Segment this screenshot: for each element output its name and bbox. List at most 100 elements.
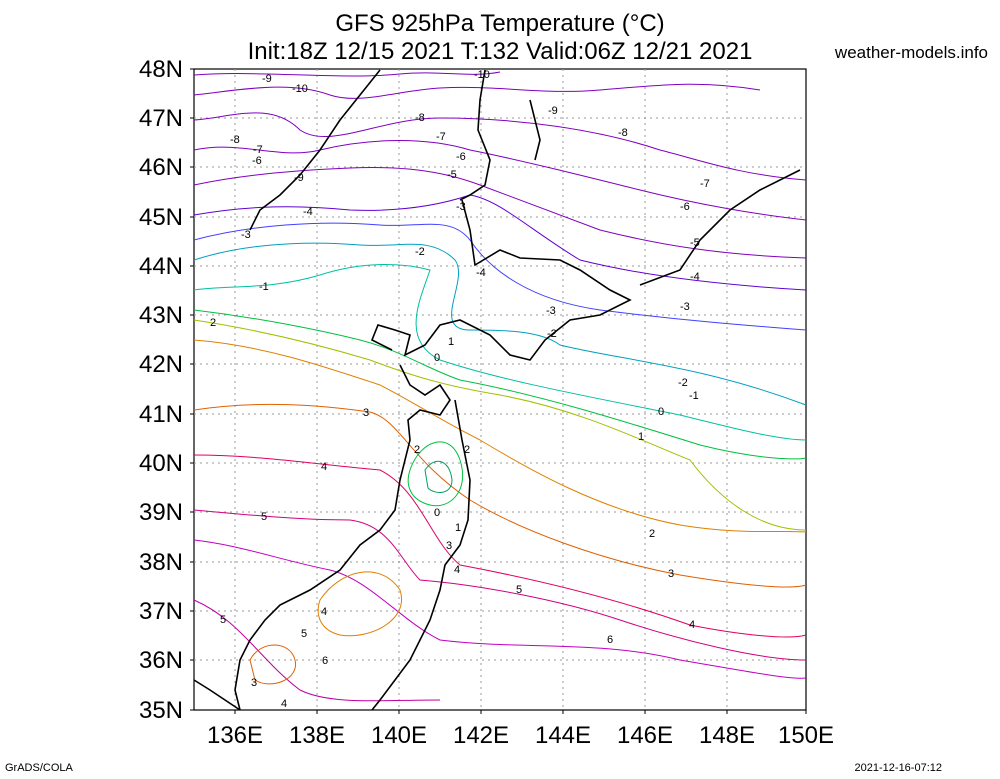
- contour-line: [193, 309, 807, 460]
- lat-label: 45N: [138, 204, 183, 231]
- contour-label: -8: [618, 127, 628, 139]
- contour-line: [193, 71, 501, 77]
- contour-label: 1: [638, 431, 644, 443]
- contour-label: -9: [262, 73, 272, 85]
- contour-line: [407, 441, 464, 507]
- contour-label: 1: [448, 336, 454, 348]
- lat-label: 46N: [138, 154, 183, 181]
- contour-line: [193, 403, 807, 588]
- contour-line: [193, 242, 807, 406]
- contour-label: -10: [292, 83, 308, 95]
- contour-label: -9: [294, 172, 304, 184]
- lat-label: 37N: [138, 598, 183, 625]
- coastline-honshu-west: [234, 364, 451, 711]
- coastline-asia: [249, 69, 381, 231]
- contour-line: [193, 539, 807, 679]
- contour-label: -6: [252, 155, 262, 167]
- contour-label: 6: [607, 634, 613, 646]
- grid: [194, 69, 806, 710]
- coastline-sakhalin-east: [529, 99, 541, 161]
- contour-label: -3: [456, 201, 466, 213]
- lat-label: 44N: [138, 253, 183, 280]
- contour-label: 4: [281, 698, 287, 710]
- contour-label: -3: [241, 229, 251, 241]
- lat-label: 47N: [138, 105, 183, 132]
- coastlines: [193, 69, 801, 711]
- contour-label: 5: [220, 614, 226, 626]
- contour-line: [193, 194, 807, 291]
- lat-label: 36N: [138, 647, 183, 674]
- contour-label: 4: [689, 619, 695, 631]
- lon-label: 138E: [288, 722, 346, 749]
- contour-label: 0: [434, 507, 440, 519]
- contour-label: -8: [230, 134, 240, 146]
- coastline-kuril: [639, 169, 801, 286]
- contour-label: 5: [261, 511, 267, 523]
- coastline-honshu-east: [371, 399, 471, 711]
- lon-label: 146E: [616, 722, 674, 749]
- contour-label: -4: [476, 267, 486, 279]
- contour-label: -10: [474, 69, 490, 81]
- site-label: weather-models.info: [834, 43, 988, 62]
- contour-label: -5: [690, 237, 700, 249]
- lon-label: 150E: [777, 722, 835, 749]
- contour-line: [193, 112, 807, 181]
- contour-label: 2: [414, 444, 420, 456]
- contour-label: -7: [700, 178, 710, 190]
- contour-label: 6: [322, 655, 328, 667]
- contour-label: 2: [649, 528, 655, 540]
- contour-line: [193, 140, 807, 221]
- contour-line: [193, 339, 807, 533]
- contour-label: -1: [259, 281, 269, 293]
- lat-label: 39N: [138, 499, 183, 526]
- contour-label: -7: [436, 131, 446, 143]
- contour-line: [193, 222, 807, 331]
- contour-label: 3: [363, 407, 369, 419]
- contour-label: -6: [456, 151, 466, 163]
- contour-line: [424, 460, 453, 493]
- contour-label: 3: [251, 677, 257, 689]
- contour-label: -3: [546, 305, 556, 317]
- chart-subtitle: Init:18Z 12/15 2021 T:132 Valid:06Z 12/2…: [247, 38, 753, 65]
- contour-label: 2: [464, 444, 470, 456]
- contour-label: 5: [516, 584, 522, 596]
- contour-labels: -9 -10 -10 -9 -8 -8 -8 -7 -7 -7 -6 -6 -6…: [210, 69, 710, 710]
- lon-label: 142E: [452, 722, 510, 749]
- contour-line: [249, 644, 296, 685]
- contour-line: [193, 454, 807, 638]
- contour-label: -1: [689, 390, 699, 402]
- contour-label: 5: [301, 628, 307, 640]
- contour-label: 1: [455, 522, 461, 534]
- contour-label: -6: [680, 201, 690, 213]
- contour-label: 3: [668, 568, 674, 580]
- contour-label: -4: [303, 206, 313, 218]
- contour-line: [193, 599, 441, 702]
- lat-label: 41N: [138, 401, 183, 428]
- contour-label: -4: [690, 271, 700, 283]
- lon-label: 136E: [206, 722, 264, 749]
- map-frame: [193, 68, 807, 711]
- lon-label: 144E: [534, 722, 592, 749]
- contour-label: 3: [446, 540, 452, 552]
- contour-label: 4: [454, 564, 460, 576]
- coastline-hokkaido: [370, 199, 632, 361]
- lon-label: 140E: [370, 722, 428, 749]
- lat-label: 35N: [138, 697, 183, 724]
- contour-line: [193, 167, 807, 259]
- lat-label: 48N: [138, 56, 183, 83]
- lon-label: 148E: [698, 722, 756, 749]
- contour-label: -9: [548, 105, 558, 117]
- ticks: [190, 68, 807, 714]
- contour-line: [193, 319, 807, 531]
- contour-line: [317, 571, 403, 637]
- lat-label: 38N: [138, 549, 183, 576]
- contour-line: [193, 83, 761, 99]
- coastline-south: [193, 679, 241, 711]
- contour-label: -8: [415, 112, 425, 124]
- grads-credit: GrADS/COLA: [5, 762, 73, 774]
- contour-label: 2: [210, 317, 216, 329]
- contour-label: -2: [415, 246, 425, 258]
- contour-label: 4: [321, 461, 327, 473]
- contour-label: -2: [547, 328, 557, 340]
